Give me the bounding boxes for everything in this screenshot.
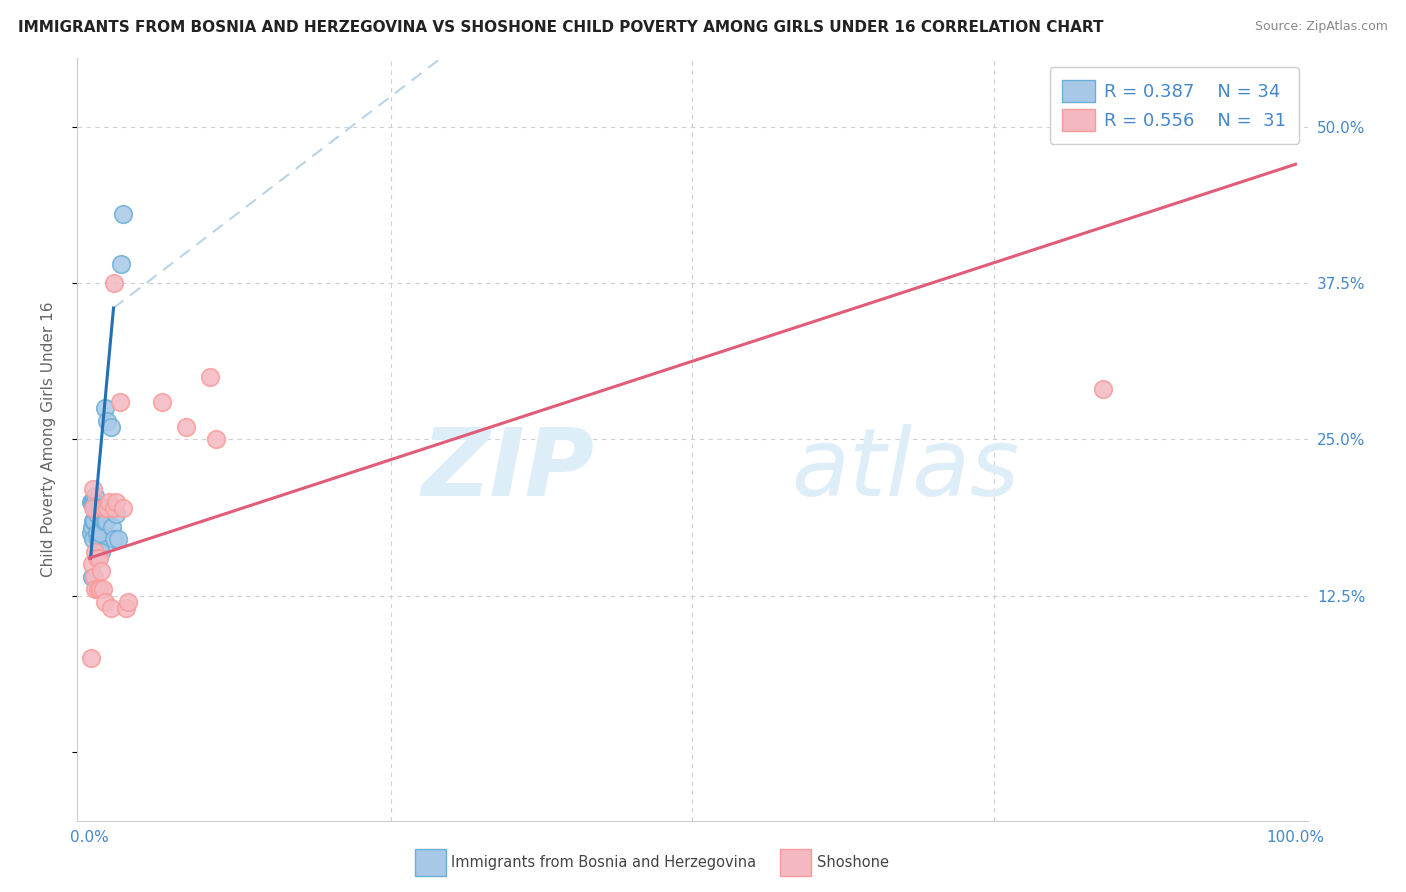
Point [100,601,122,615]
Point [112,207,135,221]
Point [86,551,108,566]
Point [97,495,120,509]
Point [84,501,107,516]
Point [89,582,111,597]
Text: ZIP: ZIP [422,424,595,516]
Point [94,595,117,609]
Point [198,369,221,384]
Point [103,533,125,547]
Point [108,394,131,409]
Point [87,501,110,516]
Point [89,526,111,541]
Legend: R = 0.387    N = 34, R = 0.556    N =  31: R = 0.387 N = 34, R = 0.556 N = 31 [1050,67,1299,144]
Point [86,526,108,541]
Point [91,508,114,522]
Point [89,501,111,516]
Text: Shoshone: Shoshone [817,855,889,870]
Point [96,514,118,528]
Point [87,533,110,547]
Point [100,419,122,434]
Point [90,564,112,578]
Point [96,501,118,516]
Point [82,501,104,516]
Text: Source: ZipAtlas.com: Source: ZipAtlas.com [1254,20,1388,33]
Text: Immigrants from Bosnia and Herzegovina: Immigrants from Bosnia and Herzegovina [451,855,756,870]
Point [87,539,110,553]
Point [87,582,110,597]
Point [94,401,117,415]
Point [103,501,125,516]
Text: IMMIGRANTS FROM BOSNIA AND HERZEGOVINA VS SHOSHONE CHILD POVERTY AMONG GIRLS UND: IMMIGRANTS FROM BOSNIA AND HERZEGOVINA V… [18,20,1104,35]
Point [91,582,114,597]
Point [82,533,104,547]
Point [87,551,110,566]
Point [80,520,103,534]
Point [80,495,103,509]
Point [150,394,173,409]
Point [79,651,101,665]
Point [101,520,124,534]
Point [84,582,107,597]
Point [80,570,103,584]
Point [83,514,105,528]
Point [82,495,104,509]
Point [107,533,129,547]
Point [1164,113,1187,128]
Point [104,508,127,522]
Point [86,508,108,522]
Point [174,419,197,434]
Y-axis label: Child Poverty Among Girls Under 16: Child Poverty Among Girls Under 16 [42,301,56,577]
Point [104,495,127,509]
Point [112,501,135,516]
Point [83,570,105,584]
Point [82,514,104,528]
Point [90,545,112,559]
Point [83,495,105,509]
Point [114,601,136,615]
Point [1091,382,1114,396]
Point [79,526,101,541]
Point [110,257,132,271]
Point [97,501,120,516]
Point [80,558,103,572]
Text: atlas: atlas [792,425,1019,516]
Point [84,489,107,503]
Point [96,413,118,427]
Point [87,501,110,516]
Point [82,483,104,497]
Point [79,495,101,509]
Point [84,545,107,559]
Point [117,595,139,609]
Point [93,501,115,516]
Point [205,433,228,447]
Point [93,514,115,528]
Point [103,276,125,290]
